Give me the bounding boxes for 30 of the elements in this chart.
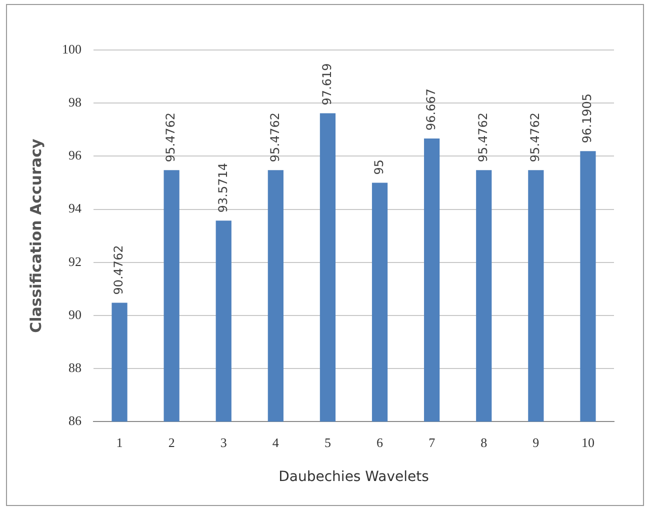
y-axis-title: Classification Accuracy <box>26 138 45 333</box>
x-tick-label: 1 <box>116 434 123 450</box>
x-tick-label: 9 <box>532 434 540 450</box>
data-label: 95.4762 <box>476 112 490 162</box>
x-tick-label: 2 <box>168 434 175 450</box>
x-tick-label: 4 <box>272 434 280 450</box>
x-tick-label: 8 <box>480 434 488 450</box>
x-tick-label: 6 <box>376 434 384 450</box>
data-label: 96.1905 <box>580 93 594 144</box>
data-label: 97.619 <box>320 63 334 106</box>
data-label: 95.4762 <box>268 112 282 162</box>
x-tick-label: 3 <box>220 434 227 450</box>
data-label: 95 <box>372 159 386 175</box>
data-label: 90.4762 <box>112 245 126 295</box>
x-tick-label: 5 <box>324 434 331 450</box>
x-tick-label: 7 <box>428 434 436 450</box>
y-tick-label: 98 <box>68 94 82 110</box>
y-tick-label: 90 <box>68 306 82 322</box>
y-tick-label: 94 <box>68 200 82 216</box>
data-label: 96.667 <box>424 88 438 130</box>
x-axis-title: Daubechies Wavelets <box>278 469 429 486</box>
x-tick-label: 10 <box>581 434 594 450</box>
data-label: 95.4762 <box>528 112 542 162</box>
y-tick-label: 96 <box>68 148 82 163</box>
y-tick-label: 92 <box>68 254 82 269</box>
data-label: 95.4762 <box>164 112 178 162</box>
data-label: 93.5714 <box>216 163 230 213</box>
y-tick-label: 100 <box>62 41 82 56</box>
y-tick-label: 86 <box>68 413 82 428</box>
y-tick-label: 88 <box>68 360 82 375</box>
